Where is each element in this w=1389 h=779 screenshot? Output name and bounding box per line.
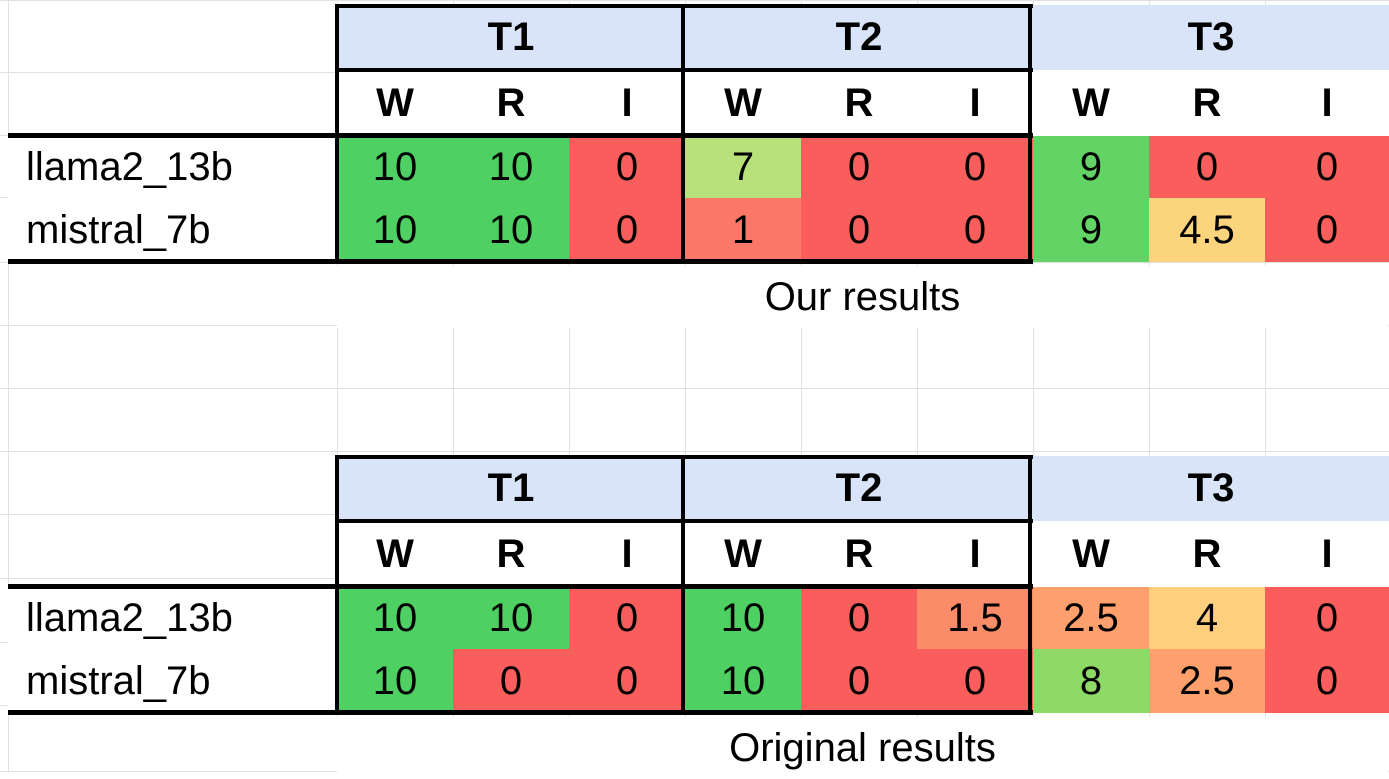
table-border xyxy=(337,4,1033,8)
grid-row-line xyxy=(0,0,1389,1)
score-cell[interactable]: 0 xyxy=(801,587,917,649)
grid-column-line xyxy=(801,0,802,771)
score-cell[interactable]: 0 xyxy=(1265,649,1389,713)
metric-header-i[interactable]: I xyxy=(1265,70,1389,136)
metric-header-w[interactable]: W xyxy=(1033,70,1149,136)
metric-header-i[interactable]: I xyxy=(917,70,1033,136)
metric-header-r[interactable]: R xyxy=(801,70,917,136)
metric-header-r[interactable]: R xyxy=(801,521,917,587)
table-border xyxy=(1028,455,1032,714)
score-cell[interactable]: 0 xyxy=(917,136,1033,198)
table-border xyxy=(681,455,685,714)
score-cell[interactable]: 10 xyxy=(685,649,801,713)
table-border xyxy=(681,4,685,263)
table-caption[interactable]: Original results xyxy=(337,717,1388,779)
model-name-cell[interactable]: llama2_13b xyxy=(8,136,337,198)
score-cell[interactable]: 7 xyxy=(685,136,801,198)
score-cell[interactable]: 0 xyxy=(1149,136,1265,198)
score-cell[interactable]: 0 xyxy=(1265,136,1389,198)
grid-column-line xyxy=(685,0,686,771)
table-border xyxy=(8,259,1033,264)
metric-header-r[interactable]: R xyxy=(453,70,569,136)
grid-column-line xyxy=(8,0,9,771)
score-cell[interactable]: 0 xyxy=(917,649,1033,713)
score-cell[interactable]: 4 xyxy=(1149,587,1265,649)
score-cell[interactable]: 0 xyxy=(1265,198,1389,262)
score-cell[interactable]: 10 xyxy=(453,136,569,198)
score-cell[interactable]: 10 xyxy=(453,587,569,649)
score-cell[interactable]: 9 xyxy=(1033,136,1149,198)
score-cell[interactable]: 2.5 xyxy=(1149,649,1265,713)
group-header-t2[interactable]: T2 xyxy=(685,456,1033,521)
table-border xyxy=(337,455,1033,459)
metric-header-r[interactable]: R xyxy=(1149,521,1265,587)
table-border xyxy=(335,455,339,714)
grid-column-line xyxy=(1033,0,1034,771)
table-border xyxy=(1028,4,1032,263)
table-border xyxy=(8,710,1033,715)
table-border xyxy=(337,68,1033,72)
score-cell[interactable]: 2.5 xyxy=(1033,587,1149,649)
score-cell[interactable]: 10 xyxy=(453,198,569,262)
score-cell[interactable]: 0 xyxy=(569,649,685,713)
table-caption[interactable]: Our results xyxy=(337,266,1388,328)
metric-header-i[interactable]: I xyxy=(1265,521,1389,587)
table-border xyxy=(8,133,1033,138)
grid-column-line xyxy=(337,0,338,771)
score-cell[interactable]: 8 xyxy=(1033,649,1149,713)
score-cell[interactable]: 10 xyxy=(337,649,453,713)
score-cell[interactable]: 10 xyxy=(685,587,801,649)
metric-header-i[interactable]: I xyxy=(569,70,685,136)
score-cell[interactable]: 0 xyxy=(569,198,685,262)
grid-column-line xyxy=(1265,0,1266,771)
grid-column-line xyxy=(569,0,570,771)
metric-header-w[interactable]: W xyxy=(1033,521,1149,587)
score-cell[interactable]: 0 xyxy=(1265,587,1389,649)
metric-header-w[interactable]: W xyxy=(685,521,801,587)
table-border xyxy=(337,519,1033,523)
metric-header-w[interactable]: W xyxy=(337,521,453,587)
grid-row-line xyxy=(0,451,1389,452)
group-header-t3[interactable]: T3 xyxy=(1033,5,1389,70)
table-border xyxy=(8,584,1033,589)
score-cell[interactable]: 0 xyxy=(801,198,917,262)
score-cell[interactable]: 0 xyxy=(917,198,1033,262)
group-header-t1[interactable]: T1 xyxy=(337,456,685,521)
score-cell[interactable]: 0 xyxy=(569,587,685,649)
metric-header-w[interactable]: W xyxy=(337,70,453,136)
score-cell[interactable]: 0 xyxy=(801,136,917,198)
score-cell[interactable]: 10 xyxy=(337,587,453,649)
grid-row-line xyxy=(0,388,1389,389)
metric-header-w[interactable]: W xyxy=(685,70,801,136)
score-cell[interactable]: 4.5 xyxy=(1149,198,1265,262)
model-name-cell[interactable]: mistral_7b xyxy=(8,649,337,713)
grid-column-line xyxy=(453,0,454,771)
group-header-t2[interactable]: T2 xyxy=(685,5,1033,70)
score-cell[interactable]: 0 xyxy=(569,136,685,198)
grid-column-line xyxy=(1149,0,1150,771)
score-cell[interactable]: 0 xyxy=(453,649,569,713)
group-header-t1[interactable]: T1 xyxy=(337,5,685,70)
score-cell[interactable]: 1 xyxy=(685,198,801,262)
score-cell[interactable]: 1.5 xyxy=(917,587,1033,649)
group-header-t3[interactable]: T3 xyxy=(1033,456,1389,521)
grid-column-line xyxy=(917,0,918,771)
score-cell[interactable]: 9 xyxy=(1033,198,1149,262)
score-cell[interactable]: 10 xyxy=(337,198,453,262)
model-name-cell[interactable]: llama2_13b xyxy=(8,587,337,649)
metric-header-i[interactable]: I xyxy=(917,521,1033,587)
model-name-cell[interactable]: mistral_7b xyxy=(8,198,337,262)
score-cell[interactable]: 0 xyxy=(801,649,917,713)
metric-header-r[interactable]: R xyxy=(453,521,569,587)
metric-header-i[interactable]: I xyxy=(569,521,685,587)
score-cell[interactable]: 10 xyxy=(337,136,453,198)
table-border xyxy=(335,4,339,263)
metric-header-r[interactable]: R xyxy=(1149,70,1265,136)
